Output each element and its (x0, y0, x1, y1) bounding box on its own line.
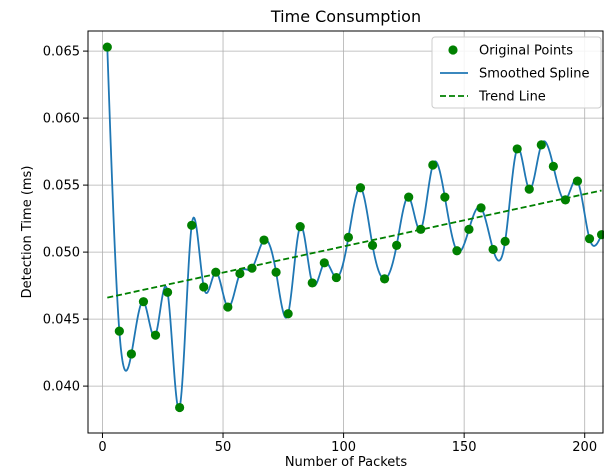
data-point (428, 160, 438, 170)
legend-marker-original-points (448, 45, 458, 55)
y-tick-label: 0.055 (43, 179, 80, 194)
x-tick-label: 50 (215, 440, 232, 455)
data-point (367, 240, 378, 250)
data-point (343, 232, 354, 242)
y-axis-label: Detection Time (ms) (20, 166, 35, 299)
x-tick-label: 100 (331, 440, 356, 455)
data-point (199, 282, 209, 292)
y-tick-label: 0.045 (43, 313, 80, 328)
data-point (307, 278, 317, 288)
data-point (560, 195, 571, 205)
data-point (596, 230, 604, 240)
data-point (379, 274, 390, 284)
data-point (488, 244, 498, 255)
data-point (392, 240, 402, 250)
data-point (536, 140, 546, 150)
data-point (524, 184, 534, 194)
legend: Original Points Smoothed Spline Trend Li… (431, 36, 602, 109)
data-point (512, 144, 522, 154)
data-point (162, 287, 173, 297)
y-tick-label: 0.050 (43, 246, 80, 261)
ticks: 0 50 100 150 200 0.040 0.045 0.050 0.055 0.060 0.0… (43, 45, 597, 455)
x-axis-label: Number of Packets (285, 455, 408, 470)
data-point (404, 192, 414, 202)
legend-label-original-points: Original Points (479, 44, 573, 59)
data-point (295, 222, 305, 232)
data-point (331, 272, 341, 283)
data-point (440, 192, 450, 202)
data-point (187, 220, 197, 230)
data-point (211, 267, 221, 277)
data-point (114, 326, 124, 336)
legend-label-smoothed-spline: Smoothed Spline (479, 67, 590, 82)
x-tick-label: 150 (452, 440, 477, 455)
data-point (138, 297, 149, 307)
y-tick-label: 0.065 (43, 45, 80, 60)
data-point (150, 330, 161, 340)
data-point (355, 183, 366, 193)
y-tick-label: 0.060 (43, 112, 80, 127)
legend-label-trend-line: Trend Line (478, 90, 546, 105)
data-point (416, 224, 426, 234)
data-point (452, 246, 462, 256)
data-point (572, 176, 583, 186)
x-tick-label: 0 (98, 440, 106, 455)
plot-area (102, 42, 604, 413)
data-point (464, 224, 474, 234)
data-point (175, 402, 185, 413)
chart-title: Time Consumption (270, 7, 421, 26)
y-tick-label: 0.040 (43, 380, 80, 395)
data-point (271, 267, 281, 277)
trend-line (107, 189, 602, 299)
legend-box (431, 36, 602, 109)
data-point (259, 235, 269, 245)
data-point (247, 263, 257, 273)
data-point (223, 302, 233, 312)
data-point (319, 258, 329, 268)
axes-frame (87, 30, 604, 434)
data-point (476, 203, 486, 213)
data-point (235, 268, 245, 279)
data-point (500, 236, 510, 246)
data-point (126, 349, 137, 359)
data-point (548, 161, 558, 171)
x-tick-label: 200 (572, 440, 597, 455)
data-point (102, 42, 112, 52)
data-point (283, 309, 293, 319)
data-point (584, 234, 595, 244)
